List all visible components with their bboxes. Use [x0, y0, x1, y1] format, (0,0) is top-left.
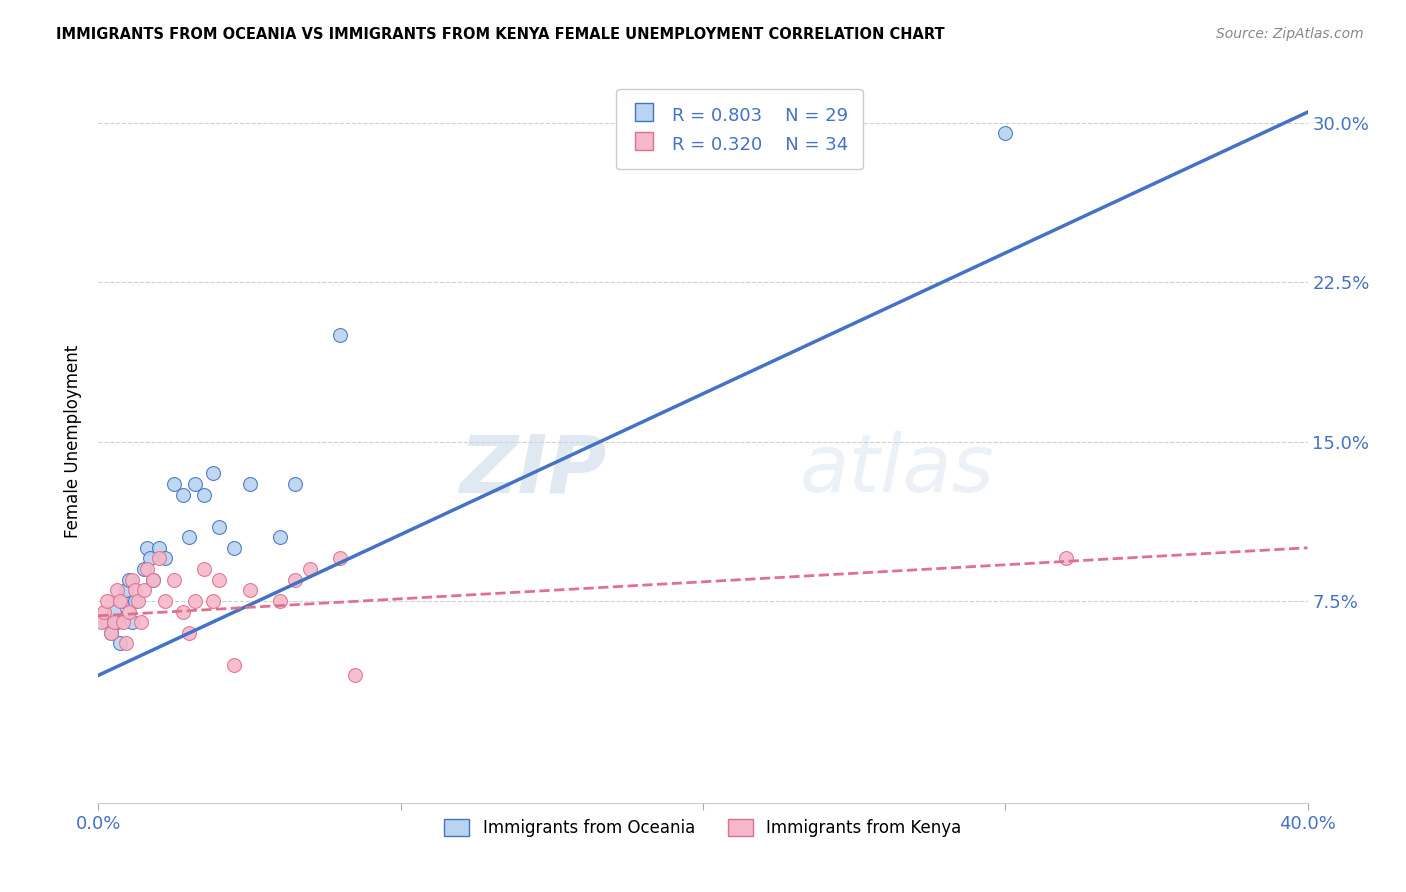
Point [96, 594, 118, 608]
Point [172, 488, 194, 502]
Point [124, 583, 146, 598]
Point [96, 615, 118, 630]
Point [90, 615, 112, 630]
Point [93, 605, 115, 619]
Point [193, 562, 215, 576]
Point [269, 594, 291, 608]
Point [284, 573, 307, 587]
Point [208, 519, 231, 533]
Point [224, 657, 246, 672]
Text: Source: ZipAtlas.com: Source: ZipAtlas.com [1216, 27, 1364, 41]
Point [239, 583, 262, 598]
Point [172, 605, 194, 619]
Point [129, 615, 152, 630]
Point [111, 594, 134, 608]
Point [118, 605, 141, 619]
Text: atlas: atlas [800, 432, 994, 509]
Point [132, 562, 155, 576]
Point [224, 541, 246, 555]
Point [994, 127, 1017, 141]
Point [142, 573, 165, 587]
Point [132, 583, 155, 598]
Point [202, 467, 225, 481]
Point [193, 488, 215, 502]
Point [139, 551, 162, 566]
Point [105, 583, 128, 598]
Point [208, 573, 231, 587]
Point [114, 636, 136, 650]
Point [299, 562, 322, 576]
Point [1054, 551, 1077, 566]
Point [284, 477, 307, 491]
Point [184, 594, 207, 608]
Point [142, 573, 165, 587]
Point [163, 573, 186, 587]
Point [269, 530, 291, 544]
Point [108, 594, 131, 608]
Text: IMMIGRANTS FROM OCEANIA VS IMMIGRANTS FROM KENYA FEMALE UNEMPLOYMENT CORRELATION: IMMIGRANTS FROM OCEANIA VS IMMIGRANTS FR… [56, 27, 945, 42]
Point [135, 562, 157, 576]
Point [105, 615, 128, 630]
Point [163, 477, 186, 491]
Point [118, 573, 141, 587]
Text: ZIP: ZIP [458, 432, 606, 509]
Point [148, 551, 170, 566]
Point [135, 541, 157, 555]
Point [239, 477, 262, 491]
Point [148, 541, 170, 555]
Point [179, 625, 201, 640]
Legend: Immigrants from Oceania, Immigrants from Kenya: Immigrants from Oceania, Immigrants from… [436, 810, 970, 845]
Point [329, 328, 352, 343]
Point [344, 668, 367, 682]
Point [121, 615, 143, 630]
Point [114, 583, 136, 598]
Point [100, 625, 122, 640]
Point [111, 615, 134, 630]
Point [184, 477, 207, 491]
Point [108, 636, 131, 650]
Point [100, 625, 122, 640]
Point [124, 594, 146, 608]
Point [103, 615, 125, 630]
Point [329, 551, 352, 566]
Point [103, 605, 125, 619]
Point [179, 530, 201, 544]
Y-axis label: Female Unemployment: Female Unemployment [63, 345, 82, 538]
Point [153, 594, 176, 608]
Point [153, 551, 176, 566]
Point [202, 594, 225, 608]
Point [127, 594, 149, 608]
Point [121, 573, 143, 587]
